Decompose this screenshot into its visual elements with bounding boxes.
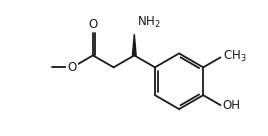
Text: CH$_3$: CH$_3$ <box>222 49 246 64</box>
Text: O: O <box>88 18 98 31</box>
Text: NH$_2$: NH$_2$ <box>137 15 161 30</box>
Text: OH: OH <box>222 99 241 112</box>
Text: O: O <box>68 61 77 74</box>
Polygon shape <box>132 34 136 55</box>
